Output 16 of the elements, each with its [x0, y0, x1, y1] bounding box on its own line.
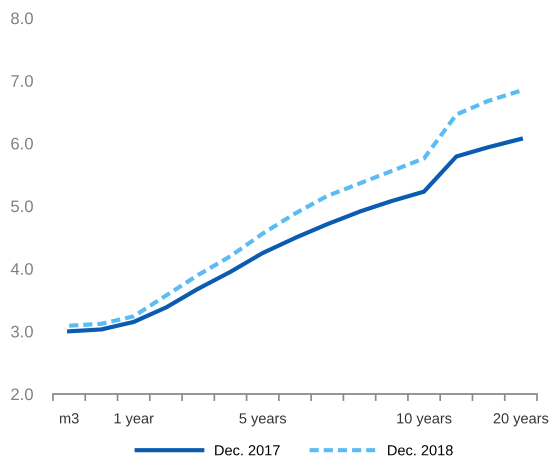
line-series [67, 88, 523, 328]
y-tick-label: 8.0 [11, 12, 33, 24]
x-tick-label: 1 year [114, 413, 154, 426]
y-tick-label: 6.0 [11, 138, 33, 150]
x-tick-label: m3 [60, 413, 79, 424]
x-tick-label: 20 years [494, 413, 548, 426]
y-tick-label: 7.0 [11, 75, 33, 87]
line-series [67, 136, 523, 334]
y-tick-label: 3.0 [11, 326, 33, 338]
legend-label: Dec. 2017 [215, 445, 280, 456]
x-tick-label: 5 years [239, 413, 286, 426]
y-tick-label: 5.0 [11, 200, 33, 212]
y-tick-label: 2.0 [11, 388, 33, 400]
y-tick-label: 4.0 [10, 263, 33, 275]
legend-label: Dec. 2018 [388, 445, 453, 456]
x-tick-label: 10 years [397, 413, 452, 426]
